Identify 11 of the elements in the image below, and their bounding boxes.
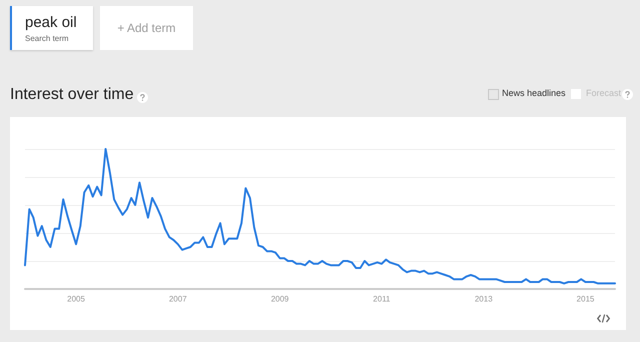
text: News headlines [502,88,566,98]
x-tick-label: 2007 [168,294,188,304]
x-tick-label: 2005 [67,294,86,304]
x-tick-label: 2013 [474,294,494,304]
x-tick-label: 2009 [270,294,290,304]
x-tick-label: 2011 [373,294,391,304]
text: + Add term [100,6,193,50]
text: Search term [25,34,69,43]
x-tick-label: 2015 [576,294,595,304]
text: peak oil [25,14,77,31]
chart-title: Interest over time [10,86,134,104]
